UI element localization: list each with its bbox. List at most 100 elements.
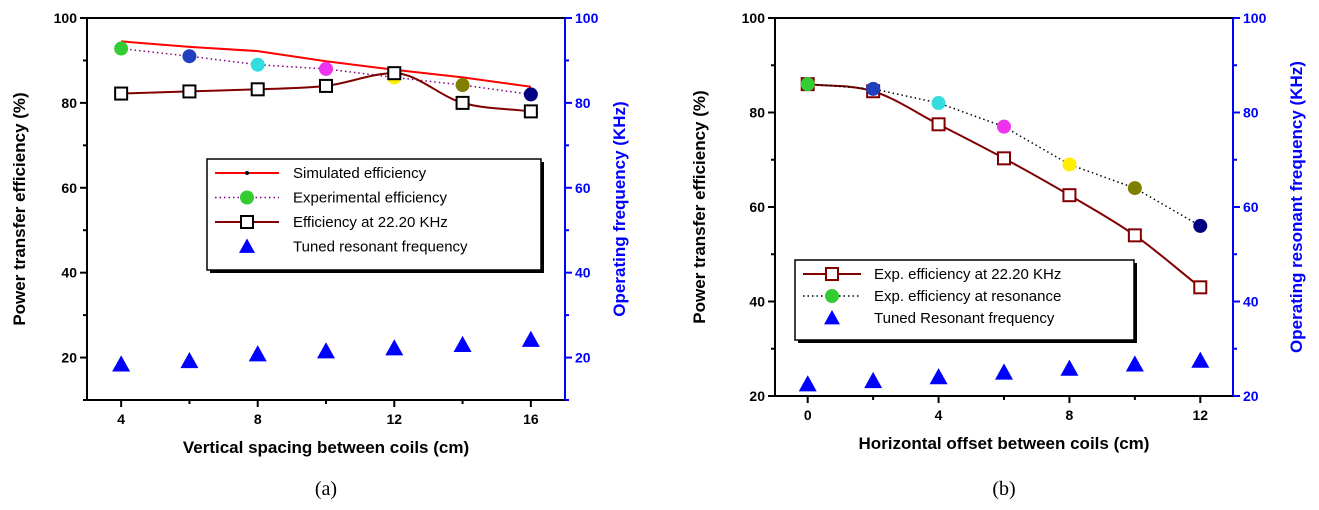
data-point-square — [250, 82, 265, 97]
y-tick-label-left: 40 — [61, 265, 77, 281]
series-0 — [121, 40, 531, 88]
legend-swatch-marker — [825, 289, 839, 303]
legend: Exp. efficiency at 22.20 KHz Exp. efficie… — [794, 259, 1137, 343]
data-point-circle — [182, 49, 197, 64]
series-line — [121, 40, 531, 88]
data-point-circle — [1062, 157, 1077, 172]
y-axis-label-right: Operating resonant frequency (KHz) — [1287, 61, 1306, 353]
data-point-square — [387, 66, 402, 81]
data-point-square — [114, 86, 129, 101]
y-axis-label-right: Operating frequency (KHz) — [610, 101, 629, 316]
data-point-square — [1062, 188, 1077, 203]
legend-swatch-marker — [239, 238, 255, 253]
data-point-square — [1193, 280, 1208, 295]
y-axis-label-left: Power transfer efficiency (%) — [10, 92, 29, 325]
x-tick-label: 16 — [523, 411, 539, 427]
legend-label: Exp. efficiency at 22.20 KHz — [874, 266, 1061, 283]
y-tick-label-left: 100 — [54, 10, 78, 26]
legend-label: Simulated efficiency — [293, 165, 427, 182]
legend-swatch-marker — [240, 190, 254, 205]
legend-box — [206, 158, 542, 271]
x-tick-label: 0 — [804, 407, 812, 423]
data-point-triangle — [1125, 355, 1144, 372]
x-tick-label: 4 — [117, 411, 125, 427]
y-tick-label-left: 40 — [749, 294, 765, 310]
y-tick-label-right: 100 — [1243, 10, 1267, 26]
legend: Simulated efficiency Experimental efficie… — [206, 158, 544, 273]
data-point-triangle — [864, 371, 883, 389]
data-point-triangle — [995, 363, 1013, 380]
y-tick-label-right: 80 — [575, 95, 591, 111]
data-point-square — [931, 117, 946, 132]
x-tick-label: 12 — [1192, 407, 1208, 423]
data-point-square — [319, 78, 333, 93]
data-point-square — [1127, 228, 1142, 243]
y-tick-label-right: 60 — [575, 180, 591, 196]
data-point-triangle — [317, 342, 335, 359]
y-tick-label-left: 20 — [749, 388, 765, 404]
data-point-square — [455, 95, 470, 110]
x-axis-label: Vertical spacing between coils (cm) — [183, 438, 469, 457]
y-tick-label-right: 100 — [575, 10, 599, 26]
y-tick-label-left: 60 — [749, 199, 765, 215]
y-tick-label-left: 60 — [61, 180, 77, 196]
subfigure-caption: (b) — [992, 478, 1015, 500]
data-point-circle — [114, 41, 129, 56]
data-point-circle — [997, 119, 1011, 134]
chart-panel-a: 4 8 12 16 20 40 60 80 100 20 40 60 80 100 Vertical spa… — [10, 10, 629, 500]
data-point-circle — [931, 96, 946, 111]
data-point-triangle — [521, 330, 540, 347]
x-tick-label: 8 — [1066, 407, 1074, 423]
data-point-circle — [319, 61, 333, 76]
series-3 — [112, 330, 540, 372]
series-2 — [798, 351, 1210, 392]
legend-swatch-marker — [245, 171, 249, 175]
data-point-triangle — [1191, 351, 1210, 368]
y-tick-label-right: 40 — [575, 265, 591, 281]
y-tick-label-right: 60 — [1243, 199, 1259, 215]
data-point-circle — [455, 78, 470, 93]
legend-label: Exp. efficiency at resonance — [874, 288, 1061, 305]
data-point-triangle — [929, 368, 948, 385]
data-point-triangle — [248, 345, 267, 362]
data-point-triangle — [1060, 359, 1079, 376]
y-tick-label-right: 20 — [1243, 388, 1259, 404]
y-tick-label-left: 80 — [749, 105, 765, 121]
chart-panel-b: 0 4 8 12 20 40 60 80 100 20 40 60 80 100 Horizontal of… — [690, 10, 1306, 500]
data-point-triangle — [453, 335, 472, 353]
legend-label: Tuned resonant frequency — [293, 239, 468, 256]
y-axis-label-left: Power transfer efficiency (%) — [690, 90, 709, 323]
legend-label: Efficiency at 22.20 KHz — [293, 214, 448, 231]
series-2 — [114, 66, 538, 119]
y-tick-label-right: 80 — [1243, 105, 1259, 121]
x-axis-label: Horizontal offset between coils (cm) — [859, 434, 1150, 453]
series-1 — [800, 77, 1208, 233]
data-point-triangle — [112, 355, 131, 372]
x-tick-label: 12 — [386, 411, 402, 427]
y-tick-label-right: 40 — [1243, 294, 1259, 310]
data-point-triangle — [798, 375, 817, 392]
legend-swatch-marker — [240, 215, 254, 229]
data-point-circle — [1193, 218, 1208, 233]
y-tick-label-left: 100 — [742, 10, 766, 26]
y-tick-label-right: 20 — [575, 350, 591, 366]
data-point-circle — [1127, 181, 1142, 196]
data-point-triangle — [180, 351, 199, 369]
y-tick-label-left: 80 — [61, 95, 77, 111]
data-point-circle — [523, 87, 538, 102]
legend-label: Tuned Resonant frequency — [874, 310, 1055, 327]
x-tick-label: 8 — [254, 411, 262, 427]
x-tick-label: 4 — [935, 407, 943, 423]
data-point-square — [523, 104, 538, 119]
data-point-square — [182, 84, 197, 99]
data-point-circle — [800, 77, 815, 92]
legend-swatch-marker — [825, 267, 839, 281]
data-point-circle — [866, 81, 881, 96]
subfigure-caption: (a) — [315, 478, 337, 500]
series-1 — [114, 41, 538, 102]
legend-label: Experimental efficiency — [293, 190, 447, 207]
data-point-circle — [250, 57, 265, 72]
y-tick-label-left: 20 — [61, 350, 77, 366]
data-point-square — [997, 151, 1011, 166]
